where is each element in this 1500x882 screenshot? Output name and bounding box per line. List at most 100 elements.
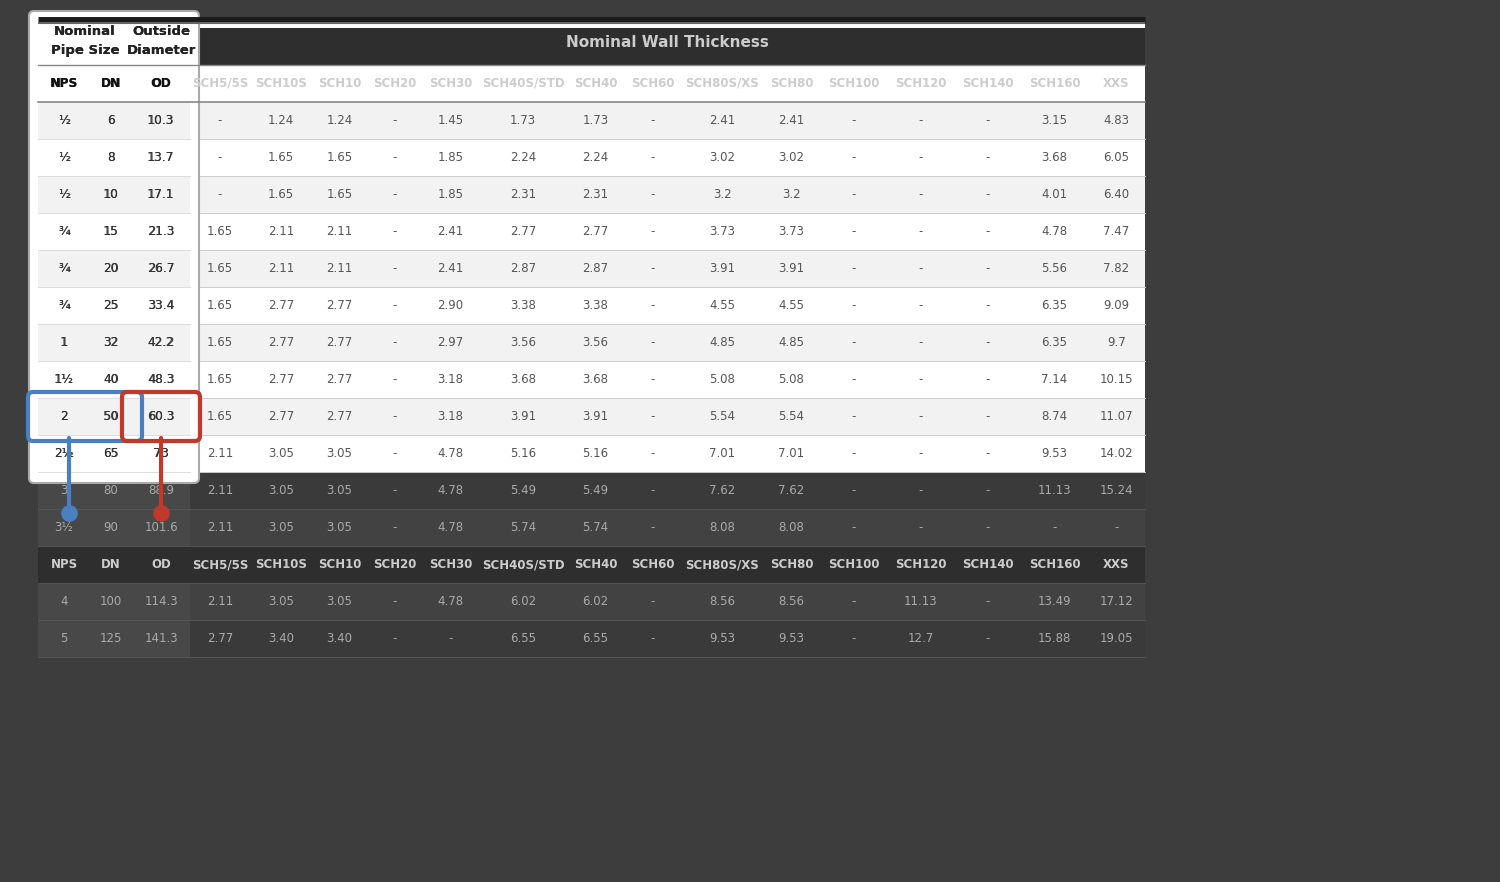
Text: 2: 2 <box>60 410 68 423</box>
Text: 3.68: 3.68 <box>1041 151 1068 164</box>
Text: 5.16: 5.16 <box>510 447 536 460</box>
Bar <box>190 472 1144 509</box>
Text: 88.9: 88.9 <box>148 484 174 497</box>
Text: SCH80: SCH80 <box>770 558 813 571</box>
Bar <box>38 250 190 287</box>
Text: ½: ½ <box>58 114 70 127</box>
Text: 2.31: 2.31 <box>582 188 609 201</box>
Text: ¾: ¾ <box>58 299 69 312</box>
Text: 1.85: 1.85 <box>438 151 464 164</box>
Bar <box>38 139 1144 176</box>
Text: -: - <box>852 225 855 238</box>
Text: 8.74: 8.74 <box>1041 410 1068 423</box>
Text: 11.13: 11.13 <box>1038 484 1071 497</box>
Bar <box>38 546 190 583</box>
Text: 5.08: 5.08 <box>710 373 735 386</box>
Text: -: - <box>651 410 654 423</box>
Text: 1.85: 1.85 <box>438 188 464 201</box>
Text: 2.77: 2.77 <box>268 299 294 312</box>
Text: SCH80: SCH80 <box>770 77 813 90</box>
Bar <box>38 28 190 65</box>
Text: 4.78: 4.78 <box>438 447 464 460</box>
Text: -: - <box>393 521 396 534</box>
Text: 3: 3 <box>60 484 68 497</box>
Text: Outside: Outside <box>132 25 190 38</box>
Text: 4.55: 4.55 <box>778 299 804 312</box>
Text: 73: 73 <box>153 447 168 460</box>
Text: 1½: 1½ <box>54 373 74 386</box>
Text: 2.41: 2.41 <box>438 225 464 238</box>
Text: 9.53: 9.53 <box>1041 447 1068 460</box>
Text: 73: 73 <box>153 447 170 460</box>
Text: DN: DN <box>100 558 122 571</box>
Text: 9.09: 9.09 <box>1104 299 1130 312</box>
Text: 50: 50 <box>104 410 118 423</box>
FancyBboxPatch shape <box>28 11 200 483</box>
Text: 6.55: 6.55 <box>510 632 536 645</box>
Text: 13.7: 13.7 <box>147 151 176 164</box>
Text: 8.08: 8.08 <box>778 521 804 534</box>
Text: -: - <box>852 299 855 312</box>
Text: -: - <box>393 447 396 460</box>
Text: 1.24: 1.24 <box>327 114 352 127</box>
Text: 8.56: 8.56 <box>710 595 735 608</box>
Text: 4.85: 4.85 <box>710 336 735 349</box>
Text: 2.77: 2.77 <box>268 410 294 423</box>
Text: SCH140: SCH140 <box>962 558 1014 571</box>
Text: 65: 65 <box>104 447 118 460</box>
Text: 3.05: 3.05 <box>268 521 294 534</box>
Bar <box>38 398 190 435</box>
Text: 7.47: 7.47 <box>1104 225 1130 238</box>
Text: 3.05: 3.05 <box>268 595 294 608</box>
Text: SCH160: SCH160 <box>1029 558 1080 571</box>
Text: -: - <box>918 484 922 497</box>
Text: 3.05: 3.05 <box>327 484 352 497</box>
Text: 4.78: 4.78 <box>438 521 464 534</box>
Bar <box>190 620 1144 657</box>
Text: -: - <box>986 262 990 275</box>
Text: OD: OD <box>152 77 171 90</box>
Text: -: - <box>651 595 654 608</box>
Text: 2.11: 2.11 <box>327 225 352 238</box>
Text: 1.65: 1.65 <box>268 188 294 201</box>
Text: 1.73: 1.73 <box>510 114 536 127</box>
Text: SCH40: SCH40 <box>573 558 618 571</box>
Text: 2.41: 2.41 <box>778 114 804 127</box>
Text: -: - <box>393 336 396 349</box>
Text: 4.78: 4.78 <box>1041 225 1068 238</box>
Text: -: - <box>986 299 990 312</box>
Text: 5.54: 5.54 <box>710 410 735 423</box>
Text: -: - <box>918 410 922 423</box>
Text: 5: 5 <box>60 632 68 645</box>
Text: -: - <box>393 225 396 238</box>
Text: 17.12: 17.12 <box>1100 595 1134 608</box>
Text: ½: ½ <box>58 151 70 164</box>
Text: 40: 40 <box>104 373 118 386</box>
Bar <box>190 583 1144 620</box>
Text: NPS: NPS <box>51 77 78 90</box>
Text: 2: 2 <box>60 410 68 423</box>
Text: -: - <box>986 151 990 164</box>
Text: 6.40: 6.40 <box>1104 188 1130 201</box>
Text: 5.56: 5.56 <box>1041 262 1068 275</box>
Bar <box>38 361 1144 398</box>
Text: -: - <box>852 410 855 423</box>
Text: 20: 20 <box>104 262 118 275</box>
Text: 6.35: 6.35 <box>1041 299 1068 312</box>
Text: 3.18: 3.18 <box>438 373 464 386</box>
Text: -: - <box>852 373 855 386</box>
Text: 2.87: 2.87 <box>510 262 536 275</box>
Text: SCH160: SCH160 <box>1029 77 1080 90</box>
Text: 1.65: 1.65 <box>207 299 232 312</box>
Text: -: - <box>986 595 990 608</box>
Text: 3.38: 3.38 <box>510 299 536 312</box>
Text: 14.02: 14.02 <box>1100 447 1134 460</box>
Text: 7.62: 7.62 <box>710 484 735 497</box>
Text: 4.85: 4.85 <box>778 336 804 349</box>
Text: SCH100: SCH100 <box>828 77 879 90</box>
Text: SCH40S/STD: SCH40S/STD <box>482 558 564 571</box>
Bar <box>38 324 190 361</box>
Text: 3.56: 3.56 <box>582 336 609 349</box>
Text: 19.05: 19.05 <box>1100 632 1134 645</box>
Text: -: - <box>986 632 990 645</box>
